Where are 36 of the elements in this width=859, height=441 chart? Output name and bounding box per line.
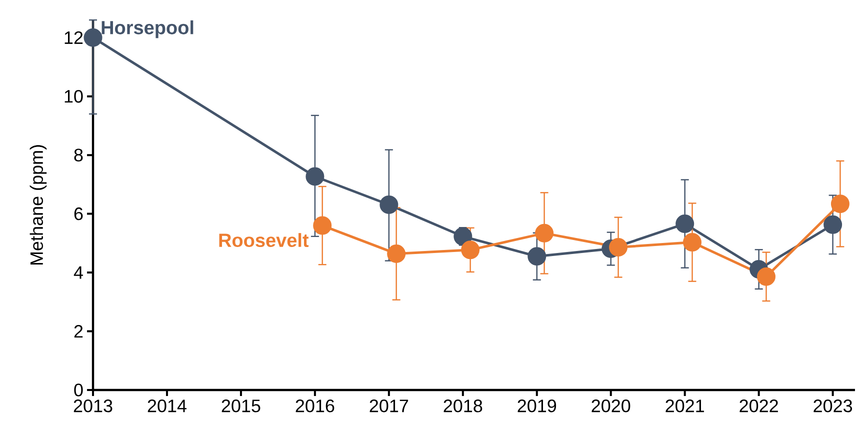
x-tick-label: 2013	[74, 400, 112, 412]
y-tick-label: 4	[74, 266, 83, 279]
point	[84, 28, 102, 47]
point	[380, 195, 398, 214]
y-tick-label: 8	[74, 148, 83, 162]
x-tick-label: 2015	[222, 400, 260, 412]
point	[306, 167, 324, 186]
series-label: Horsepool	[102, 20, 194, 38]
x-tick-label: 2014	[148, 400, 186, 412]
series-label: Roosevelt	[219, 233, 309, 248]
y-tick-label: 2	[74, 324, 83, 338]
x-tick-label: 2023	[814, 400, 852, 412]
x-tick-label: 2018	[444, 400, 482, 412]
y-tick-label: 10	[64, 90, 83, 103]
point	[461, 240, 480, 260]
point	[824, 215, 842, 234]
point	[387, 244, 406, 263]
x-tick-label: 2020	[592, 400, 630, 412]
x-tick-label: 2022	[740, 400, 778, 412]
x-tick-label: 2017	[370, 400, 408, 412]
point	[609, 238, 628, 257]
y-tick-label: 0	[74, 384, 83, 396]
point	[528, 247, 546, 266]
point	[756, 267, 776, 286]
y-tick-label: 6	[74, 207, 83, 220]
x-tick-label: 2016	[296, 400, 334, 412]
y-tick-label: 12	[64, 31, 83, 44]
point	[676, 214, 694, 234]
x-tick-label: 2021	[666, 400, 704, 412]
point	[313, 216, 332, 235]
x-tick-label: 2019	[518, 400, 556, 412]
point	[535, 224, 554, 242]
y-axis-title: Methane (ppm)	[30, 145, 47, 265]
point	[682, 233, 702, 252]
point	[830, 194, 850, 214]
point	[454, 227, 472, 246]
